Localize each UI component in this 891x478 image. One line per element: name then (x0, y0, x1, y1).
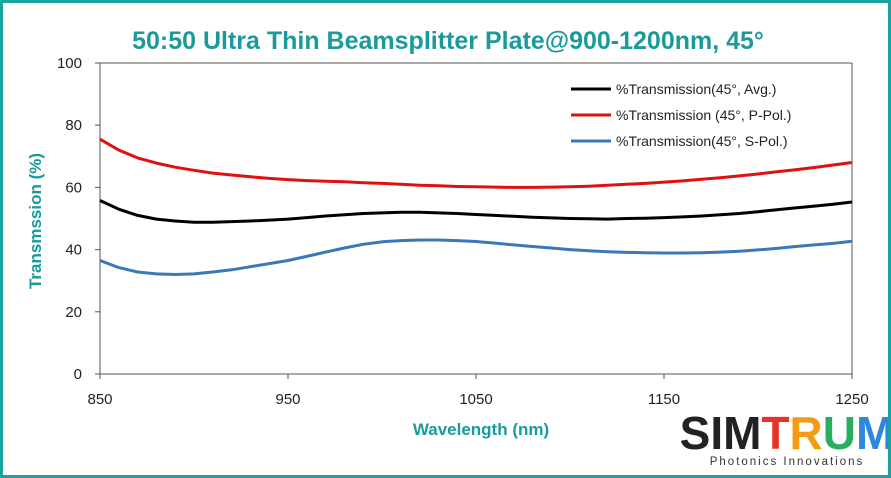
logo-letter: R (790, 407, 823, 459)
y-tick-label: 0 (74, 366, 82, 383)
legend-label-avg: %Transmission(45°, Avg.) (616, 81, 776, 97)
series-line-avg (99, 199, 853, 224)
y-tick-label: 60 (65, 179, 82, 196)
logo-tagline: Photonics Innovations (710, 456, 865, 468)
series-lines (99, 137, 853, 276)
chart-svg: 50:50 Ultra Thin Beamsplitter Plate@900-… (26, 27, 888, 468)
x-tick-label: 1150 (648, 391, 680, 408)
series-line-p-pol (99, 137, 853, 189)
y-tick-label: 20 (65, 304, 82, 321)
y-axis-label: Transmssion (%) (26, 153, 45, 289)
legend-label-p-pol: %Transmission (45°, P-Pol.) (616, 107, 791, 123)
x-tick-label: 950 (275, 391, 300, 408)
logo-letter: S (680, 407, 711, 459)
logo-wordmark: SIMTRUM (680, 407, 888, 459)
series-line-s-pol (99, 238, 853, 276)
y-tick-label: 80 (65, 117, 82, 134)
simtrum-logo: SIMTRUM Photonics Innovations (680, 407, 888, 468)
y-tick-label: 40 (65, 242, 82, 259)
logo-letter: T (761, 407, 789, 459)
logo-letter: M (856, 407, 888, 459)
x-ticks: 850 950 1050 1150 1250 (87, 374, 869, 408)
y-ticks: 0 20 40 60 80 100 (57, 55, 100, 383)
x-tick-label: 1250 (835, 391, 868, 408)
x-axis-label: Wavelength (nm) (413, 420, 549, 439)
logo-letter: U (823, 407, 856, 459)
plot-area: 0 20 40 60 80 100 850 950 1050 1150 1250 (57, 55, 869, 408)
logo-letter: M (723, 407, 761, 459)
legend-label-s-pol: %Transmission(45°, S-Pol.) (616, 133, 788, 149)
logo-letter: I (710, 407, 723, 459)
chart-title: 50:50 Ultra Thin Beamsplitter Plate@900-… (132, 27, 764, 55)
y-tick-label: 100 (57, 55, 82, 72)
x-tick-label: 1050 (459, 391, 492, 408)
legend: %Transmission(45°, Avg.) %Transmission (4… (571, 81, 791, 149)
x-tick-label: 850 (87, 391, 112, 408)
